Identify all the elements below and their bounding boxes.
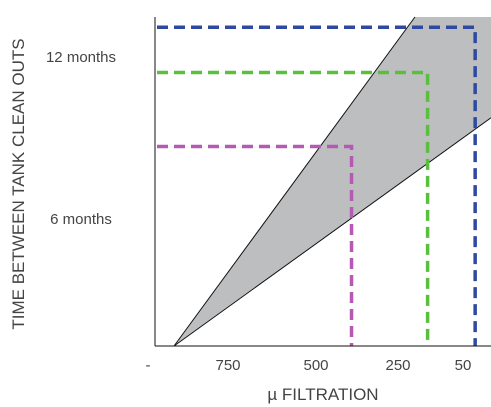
y-tick-label: 6 months (50, 211, 112, 228)
x-tick-label: - (146, 357, 151, 374)
series-dashed-line (157, 25, 477, 346)
y-tick-label: 12 months (46, 49, 116, 66)
shaded-region (174, 17, 491, 346)
x-tick-label: 500 (303, 357, 328, 374)
y-axis-title: TIME BETWEEN TANK CLEAN OUTS (9, 38, 28, 329)
x-axis-title: µ FILTRATION (267, 385, 378, 404)
series-dashed-line (157, 144, 354, 346)
x-tick-label: 50 (455, 357, 472, 374)
x-tick-label: 250 (385, 357, 410, 374)
lower-boundary-line (173, 117, 491, 347)
series-dashed-line (157, 70, 430, 346)
upper-boundary-line (173, 16, 416, 347)
series-layer (157, 25, 477, 346)
x-tick-label: 750 (215, 357, 240, 374)
